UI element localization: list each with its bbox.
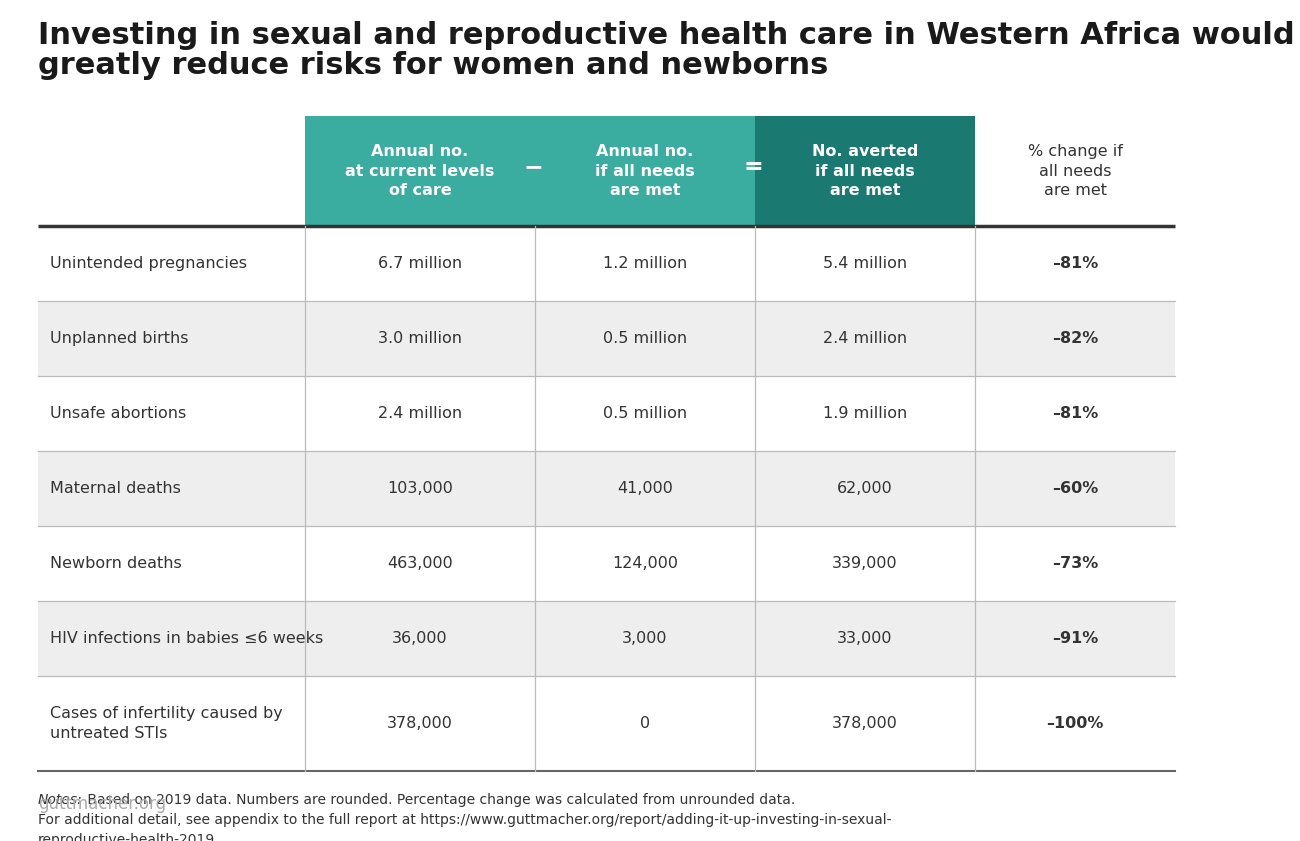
Text: Notes:: Notes: [38,793,83,807]
Text: –60%: –60% [1052,481,1098,496]
Text: 0.5 million: 0.5 million [603,331,688,346]
Text: 3,000: 3,000 [623,631,668,646]
Text: reproductive-health-2019.: reproductive-health-2019. [38,833,220,841]
FancyBboxPatch shape [755,116,975,226]
Text: Cases of infertility caused by
untreated STIs: Cases of infertility caused by untreated… [49,706,283,741]
Text: Based on 2019 data. Numbers are rounded. Percentage change was calculated from u: Based on 2019 data. Numbers are rounded.… [83,793,796,807]
Text: Annual no.
at current levels
of care: Annual no. at current levels of care [346,144,495,198]
Text: 62,000: 62,000 [837,481,893,496]
Text: 3.0 million: 3.0 million [378,331,461,346]
Text: 378,000: 378,000 [832,716,898,731]
Text: guttmacher.org: guttmacher.org [38,795,166,813]
FancyBboxPatch shape [38,451,1175,526]
FancyBboxPatch shape [38,376,1175,451]
Text: Unintended pregnancies: Unintended pregnancies [49,256,247,271]
Text: 33,000: 33,000 [837,631,893,646]
Text: −: − [523,155,543,179]
Text: 339,000: 339,000 [832,556,898,571]
Text: For additional detail, see appendix to the full report at https://www.guttmacher: For additional detail, see appendix to t… [38,813,892,827]
Text: –100%: –100% [1046,716,1104,731]
Text: –81%: –81% [1052,406,1098,421]
Text: Investing in sexual and reproductive health care in Western Africa would: Investing in sexual and reproductive hea… [38,21,1295,50]
Text: 378,000: 378,000 [387,716,452,731]
Text: 5.4 million: 5.4 million [823,256,907,271]
Text: 1.9 million: 1.9 million [823,406,907,421]
Text: 124,000: 124,000 [612,556,679,571]
Text: 41,000: 41,000 [618,481,673,496]
Text: 36,000: 36,000 [393,631,447,646]
Text: 2.4 million: 2.4 million [823,331,907,346]
Text: greatly reduce risks for women and newborns: greatly reduce risks for women and newbo… [38,51,828,80]
Text: 2.4 million: 2.4 million [378,406,461,421]
Text: –91%: –91% [1052,631,1098,646]
Text: –73%: –73% [1052,556,1098,571]
Text: 1.2 million: 1.2 million [603,256,688,271]
Text: Unsafe abortions: Unsafe abortions [49,406,186,421]
Text: 103,000: 103,000 [387,481,452,496]
Text: 0.5 million: 0.5 million [603,406,688,421]
FancyBboxPatch shape [38,601,1175,676]
Text: Maternal deaths: Maternal deaths [49,481,181,496]
Text: Newborn deaths: Newborn deaths [49,556,182,571]
FancyBboxPatch shape [38,301,1175,376]
Text: Annual no.
if all needs
are met: Annual no. if all needs are met [595,144,696,198]
Text: HIV infections in babies ≤6 weeks: HIV infections in babies ≤6 weeks [49,631,324,646]
Text: –82%: –82% [1052,331,1098,346]
Text: 6.7 million: 6.7 million [378,256,461,271]
FancyBboxPatch shape [38,226,1175,301]
Text: No. averted
if all needs
are met: No. averted if all needs are met [811,144,918,198]
Text: =: = [744,155,763,179]
Text: –81%: –81% [1052,256,1098,271]
FancyBboxPatch shape [38,526,1175,601]
FancyBboxPatch shape [306,116,755,226]
Text: Unplanned births: Unplanned births [49,331,188,346]
Text: 463,000: 463,000 [387,556,452,571]
FancyBboxPatch shape [38,676,1175,771]
Text: 0: 0 [640,716,650,731]
Text: % change if
all needs
are met: % change if all needs are met [1027,144,1122,198]
